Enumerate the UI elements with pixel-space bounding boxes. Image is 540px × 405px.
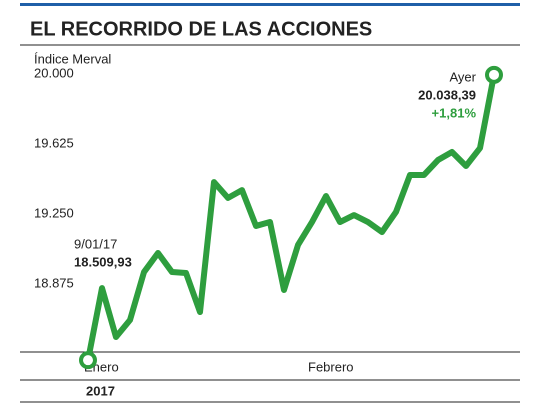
annotation: +1,81% xyxy=(432,105,477,120)
top-rule xyxy=(20,3,520,6)
annotation: Ayer xyxy=(450,69,477,84)
y-tick-label: 19.625 xyxy=(34,135,74,150)
x-tick-label: Febrero xyxy=(308,359,354,374)
y-tick-label: 20.000 xyxy=(34,65,74,80)
annotation: 20.038,39 xyxy=(418,87,476,102)
year-label: 2017 xyxy=(86,383,115,398)
chart-title: EL RECORRIDO DE LAS ACCIONES xyxy=(30,18,372,40)
y-tick-label: 19.250 xyxy=(34,205,74,220)
annotation: 9/01/17 xyxy=(74,236,117,251)
end-marker xyxy=(79,351,97,370)
y-axis-label: Índice Merval xyxy=(34,51,111,66)
end-marker xyxy=(485,65,503,84)
data-line xyxy=(85,71,497,364)
y-tick-label: 18.875 xyxy=(34,275,74,290)
annotation: 18.509,93 xyxy=(74,254,132,269)
